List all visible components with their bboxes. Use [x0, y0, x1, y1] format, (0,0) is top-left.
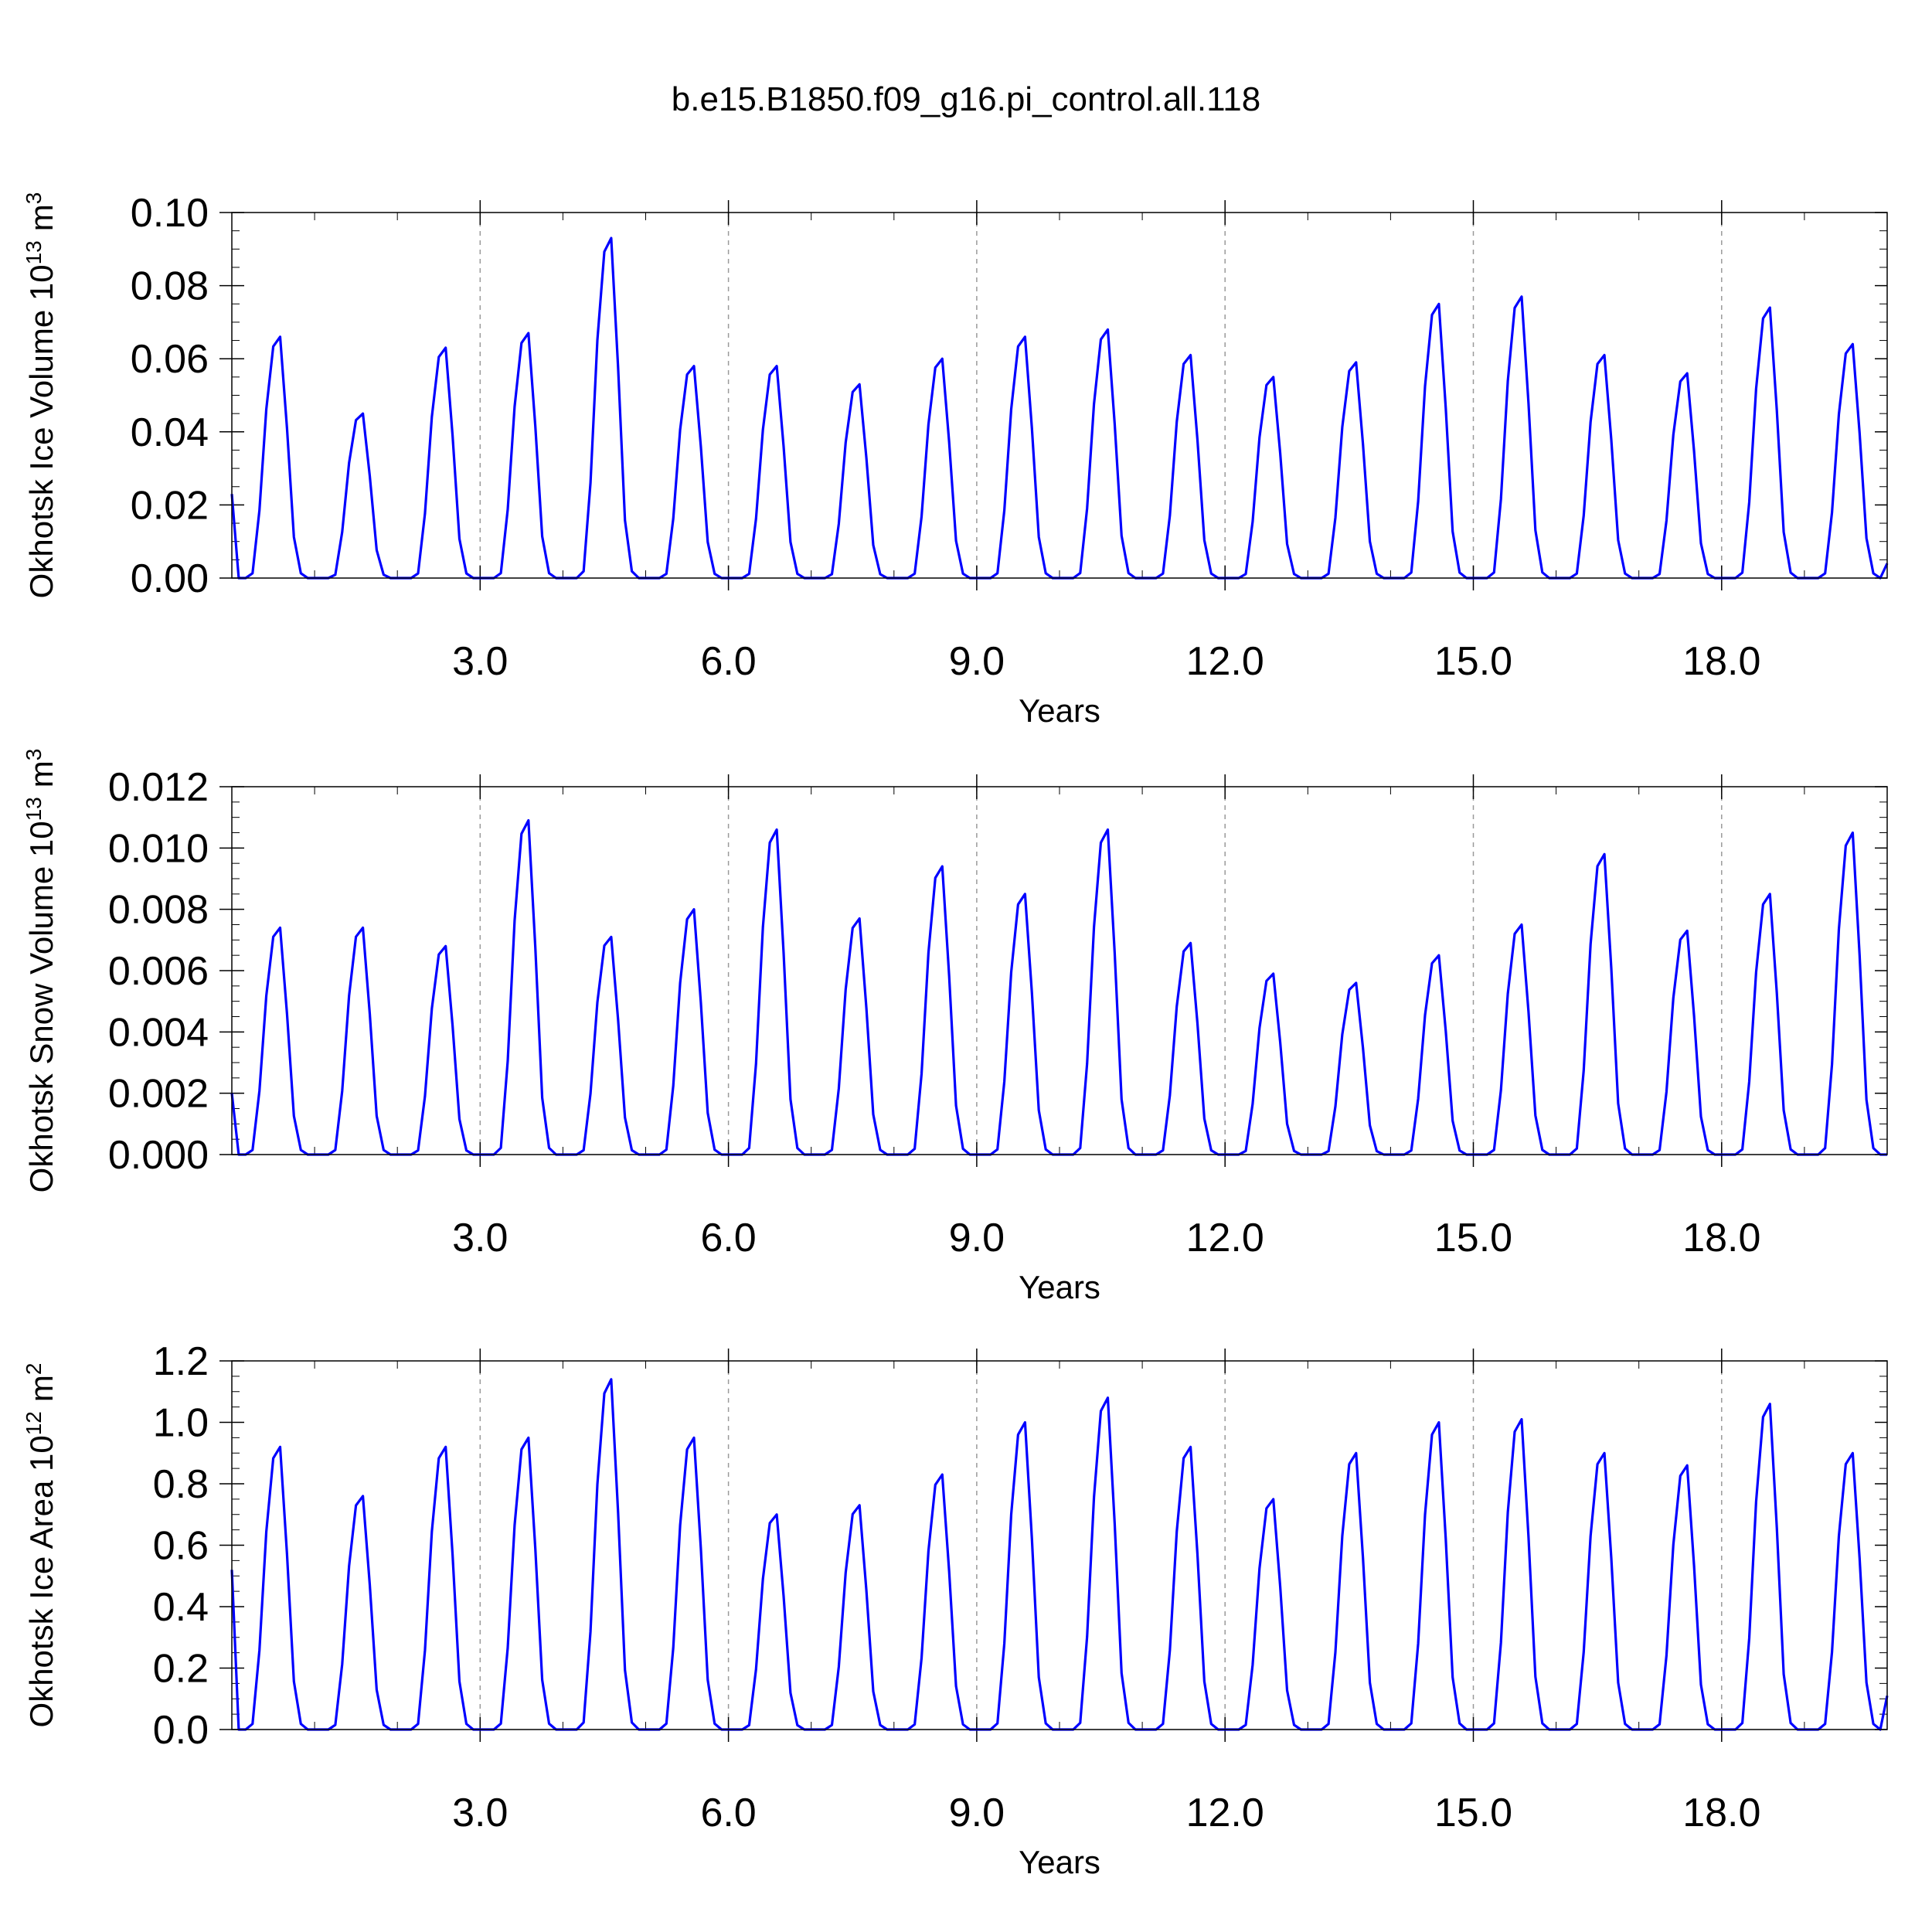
y-tick-label: 0.06: [131, 337, 209, 382]
y-axis-title: Okhotsk Snow Volume 1013m3: [22, 749, 60, 1193]
x-tick-label: 12.0: [1186, 1216, 1264, 1260]
y-tick-label: 0.10: [131, 191, 209, 236]
x-axis-title: Years: [1019, 1269, 1100, 1305]
plot-frame: [231, 212, 1888, 579]
y-tick-label: 0.002: [108, 1072, 209, 1117]
x-tick-label: 18.0: [1682, 639, 1760, 684]
y-tick-label: 0.000: [108, 1133, 209, 1178]
x-tick-label: 3.0: [452, 639, 508, 684]
y-tick-label: 0.010: [108, 826, 209, 871]
x-tick-label: 15.0: [1434, 639, 1512, 684]
y-tick-label: 0.08: [131, 264, 209, 309]
y-tick-label: 0.04: [131, 410, 209, 455]
y-tick-label: 0.2: [153, 1647, 209, 1692]
y-tick-label: 1.0: [153, 1401, 209, 1446]
panel-ice-volume: 0.00 0.02 0.04 0.06 0.08 0.10 3.0 6.0 9.0 12.0 15.…: [22, 191, 1889, 729]
x-tick-label: 6.0: [700, 639, 756, 684]
y-axis-title: Okhotsk Ice Volume 1013m3: [22, 192, 60, 599]
x-tick-label: 3.0: [452, 1791, 508, 1835]
x-axis-title: Years: [1019, 1844, 1100, 1880]
x-tick-label: 9.0: [949, 1791, 1005, 1835]
y-tick-label: 0.0: [153, 1708, 209, 1753]
x-axis-title: Years: [1019, 692, 1100, 729]
panel-snow-volume: 0.000 0.002 0.004 0.006 0.008 0.010 0.012 3.0 6.…: [22, 749, 1888, 1305]
x-tick-label: 9.0: [949, 639, 1005, 684]
x-tick-label: 6.0: [700, 1216, 756, 1260]
y-axis-title: Okhotsk Ice Area 1012m2: [22, 1363, 60, 1728]
y-tick-label: 0.00: [131, 556, 209, 601]
x-tick-label: 9.0: [949, 1216, 1005, 1260]
x-tick-label: 15.0: [1434, 1216, 1512, 1260]
y-tick-label: 0.012: [108, 765, 209, 810]
figure-title: b.e15.B1850.f09_g16.pi_control.all.118: [672, 80, 1260, 118]
x-tick-label: 12.0: [1186, 1791, 1264, 1835]
y-tick-label: 1.2: [153, 1339, 209, 1384]
y-tick-label: 0.8: [153, 1462, 209, 1507]
x-tick-label: 12.0: [1186, 639, 1264, 684]
y-tick-label: 0.006: [108, 949, 209, 994]
x-tick-label: 18.0: [1682, 1791, 1760, 1835]
x-tick-label: 18.0: [1682, 1216, 1760, 1260]
y-tick-label: 0.008: [108, 888, 209, 933]
x-tick-label: 3.0: [452, 1216, 508, 1260]
plot-frame: [231, 786, 1888, 1155]
y-tick-label: 0.4: [153, 1585, 209, 1630]
y-tick-label: 0.6: [153, 1524, 209, 1569]
panel-ice-area: 0.0 0.2 0.4 0.6 0.8 1.0 1.2 3.0 6.0 9.0 12.0 15.0 18…: [22, 1339, 1889, 1880]
x-tick-label: 15.0: [1434, 1791, 1512, 1835]
plot-frame: [231, 1360, 1888, 1730]
x-tick-label: 6.0: [700, 1791, 756, 1835]
y-tick-label: 0.02: [131, 483, 209, 528]
y-tick-label: 0.004: [108, 1010, 209, 1055]
